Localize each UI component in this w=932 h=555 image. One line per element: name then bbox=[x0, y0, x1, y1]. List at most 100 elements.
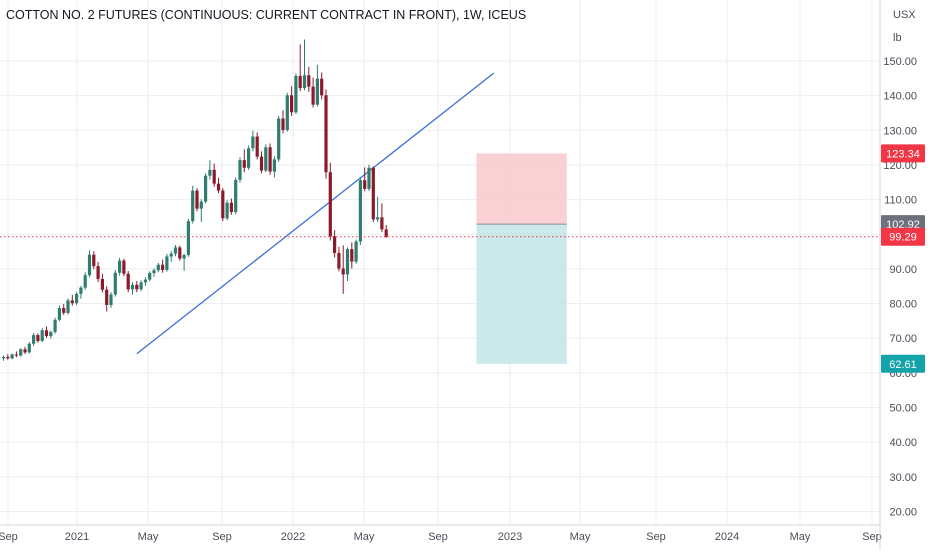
candle-body bbox=[247, 148, 251, 168]
x-tick-label: 2022 bbox=[281, 531, 305, 543]
candle-body bbox=[126, 273, 130, 290]
candle-body bbox=[14, 354, 18, 356]
candle-body bbox=[10, 354, 14, 359]
y-tick-label: 110.00 bbox=[884, 195, 917, 207]
y-tick-label: 90.00 bbox=[889, 264, 917, 276]
candle-body bbox=[328, 172, 332, 237]
x-tick-label: Sep bbox=[862, 531, 882, 543]
candle-body bbox=[1, 356, 6, 359]
candle-body bbox=[290, 95, 294, 113]
candle-body bbox=[87, 254, 92, 276]
candle-body bbox=[311, 86, 315, 105]
candle-body bbox=[380, 217, 384, 230]
candle-body bbox=[6, 356, 10, 359]
y-tick-label: 70.00 bbox=[889, 333, 917, 345]
x-tick-label: Sep bbox=[428, 531, 448, 543]
x-tick-label: May bbox=[790, 531, 811, 543]
candle-body bbox=[315, 78, 319, 105]
candle-body bbox=[182, 255, 186, 259]
candle-body bbox=[178, 247, 182, 259]
candle-body bbox=[363, 180, 367, 189]
candle-body bbox=[350, 249, 354, 262]
x-tick-label: Sep bbox=[646, 531, 666, 543]
candle-body bbox=[96, 266, 100, 279]
candle-body bbox=[161, 264, 165, 270]
candle-body bbox=[44, 330, 49, 337]
candle-body bbox=[165, 256, 169, 270]
candle-body bbox=[23, 349, 27, 353]
x-tick-label: May bbox=[570, 531, 591, 543]
candle-body bbox=[83, 275, 87, 288]
candle-body bbox=[298, 75, 302, 89]
candle-body bbox=[49, 331, 53, 337]
axes: USX lb 150.00140.00130.00120.00110.00100… bbox=[0, 0, 917, 550]
stop-price-tag: 123.34 bbox=[886, 148, 920, 160]
candle-body bbox=[242, 160, 246, 168]
candle-body bbox=[105, 289, 109, 305]
candle-body bbox=[19, 349, 23, 356]
stop-loss-zone bbox=[476, 153, 567, 225]
candle-body bbox=[195, 190, 199, 209]
candle-body bbox=[156, 264, 160, 271]
candle-body bbox=[354, 241, 358, 262]
candle-body bbox=[324, 95, 328, 173]
y-tick-label: 30.00 bbox=[889, 472, 917, 484]
candle-body bbox=[302, 75, 307, 89]
y-tick-label: 40.00 bbox=[889, 437, 917, 449]
grid-lines bbox=[0, 0, 880, 525]
candle-body bbox=[66, 300, 70, 313]
unit-label: lb bbox=[893, 32, 902, 44]
x-tick-label: Sep bbox=[0, 531, 18, 543]
y-tick-label: 140.00 bbox=[883, 91, 917, 103]
chart-title: COTTON NO. 2 FUTURES (CONTINUOUS: CURREN… bbox=[6, 8, 527, 22]
y-tick-label: 80.00 bbox=[889, 299, 917, 311]
candle-body bbox=[268, 147, 272, 172]
candle-body bbox=[229, 202, 233, 213]
candle-body bbox=[199, 201, 203, 209]
target-price-tag: 62.61 bbox=[889, 359, 917, 371]
candle-body bbox=[337, 252, 341, 269]
current-price-tag: 99.29 bbox=[889, 232, 917, 244]
current-price-tag-bg bbox=[881, 227, 925, 246]
candle-body bbox=[130, 284, 135, 290]
candle-body bbox=[79, 287, 83, 294]
candlesticks bbox=[1, 39, 388, 361]
candle-body bbox=[100, 278, 104, 290]
candle-body bbox=[371, 167, 375, 220]
candle-body bbox=[186, 221, 190, 256]
candle-body bbox=[75, 293, 79, 304]
x-tick-label: Sep bbox=[212, 531, 232, 543]
candle-body bbox=[238, 160, 242, 180]
candle-body bbox=[320, 78, 324, 96]
candle-body bbox=[234, 179, 238, 213]
position-zones bbox=[476, 153, 567, 364]
trendline-layer bbox=[136, 72, 495, 355]
candle-body bbox=[143, 279, 147, 283]
candle-body bbox=[27, 343, 31, 353]
candle-body bbox=[294, 75, 298, 113]
candle-body bbox=[148, 273, 152, 280]
candle-body bbox=[204, 175, 208, 202]
trendline bbox=[136, 72, 495, 355]
candle-body bbox=[264, 147, 268, 171]
stop-price-tag-bg bbox=[881, 144, 925, 163]
candle-body bbox=[122, 260, 126, 274]
candle-body bbox=[216, 183, 221, 191]
y-tick-label: 130.00 bbox=[883, 125, 917, 137]
candle-body bbox=[225, 202, 229, 219]
candle-body bbox=[208, 169, 212, 176]
candle-body bbox=[62, 308, 66, 313]
x-tick-label: 2024 bbox=[715, 531, 739, 543]
candle-body bbox=[341, 268, 345, 275]
candle-body bbox=[251, 136, 255, 149]
candle-body bbox=[345, 249, 350, 275]
candle-body bbox=[152, 270, 156, 274]
candle-body bbox=[358, 180, 362, 242]
candle-body bbox=[70, 300, 74, 304]
candle-body bbox=[109, 294, 113, 305]
candle-body bbox=[173, 247, 178, 254]
candle-body bbox=[384, 229, 388, 237]
